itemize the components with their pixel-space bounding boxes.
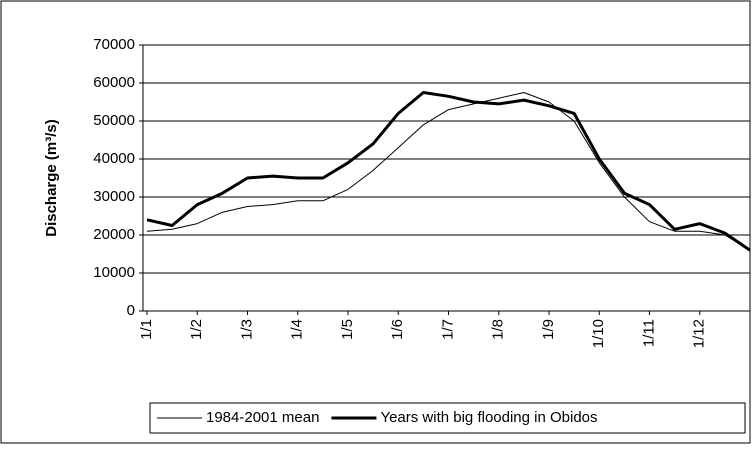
legend-label: Years with big flooding in Obidos — [380, 409, 597, 426]
x-tick-label: 1/12 — [691, 319, 708, 348]
x-tick-label: 1/9 — [540, 319, 557, 340]
x-tick-label: 1/8 — [490, 319, 507, 340]
y-tick-label: 20000 — [93, 226, 135, 243]
x-tick-label: 1/11 — [640, 319, 657, 347]
x-tick-label: 1/1 — [138, 319, 155, 340]
y-tick-label: 50000 — [93, 112, 135, 129]
y-tick-label: 0 — [127, 302, 135, 319]
x-tick-label: 1/5 — [339, 319, 356, 340]
x-tick-label: 1/6 — [389, 319, 406, 340]
y-axis-label: Discharge (m³/s) — [43, 119, 60, 237]
x-tick-label: 1/2 — [188, 319, 205, 340]
series-line — [146, 91, 751, 252]
x-tick-label: 1/7 — [439, 319, 456, 340]
x-tick-label: 1/4 — [289, 319, 306, 340]
y-tick-label: 40000 — [93, 150, 135, 167]
x-tick-label: 1/10 — [590, 319, 607, 348]
y-tick-label: 60000 — [93, 74, 135, 91]
legend-box — [149, 402, 746, 434]
y-tick-label: 70000 — [93, 36, 135, 53]
series-line — [146, 92, 751, 251]
x-tick-label: 1/3 — [238, 319, 255, 340]
y-tick-label: 30000 — [93, 188, 135, 205]
legend-label: 1984-2001 mean — [206, 409, 319, 426]
y-tick-label: 10000 — [93, 264, 135, 281]
